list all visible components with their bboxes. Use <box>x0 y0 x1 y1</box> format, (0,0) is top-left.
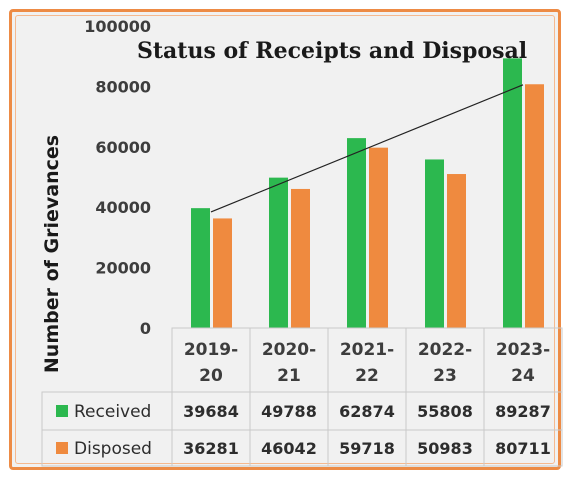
bar-received-2022-23 <box>425 159 444 328</box>
bar-disposed-2020-21 <box>291 188 310 328</box>
category-label: 22 <box>355 366 379 386</box>
y-tick-label: 60000 <box>95 138 151 157</box>
data-label: 36281 <box>183 439 239 458</box>
category-label: 20 <box>199 366 223 386</box>
chart-title: Status of Receipts and Disposal <box>137 38 527 64</box>
y-tick-label: 40000 <box>95 198 151 217</box>
table-cell <box>483 429 563 467</box>
legend-key-received <box>56 405 68 417</box>
legend-key-disposed <box>56 442 68 454</box>
trendline-received <box>210 84 524 213</box>
bar-received-2019-20 <box>191 208 210 328</box>
chart-frame-inner <box>15 15 555 464</box>
category-label: 21 <box>277 366 301 386</box>
bar-received-2023-24 <box>503 58 522 328</box>
bar-disposed-2022-23 <box>447 174 466 328</box>
y-axis: 0 20000 40000 60000 80000 100000 <box>84 17 151 338</box>
data-label: 46042 <box>261 439 317 458</box>
data-label: 55808 <box>417 402 473 421</box>
data-label: 89287 <box>495 402 551 421</box>
data-label: 59718 <box>339 439 395 458</box>
data-label: 80711 <box>495 439 551 458</box>
bar-disposed-2021-22 <box>369 147 388 328</box>
bar-received-2020-21 <box>269 177 288 328</box>
category-label: 2020- <box>262 340 316 360</box>
bar-disposed-2023-24 <box>525 84 544 328</box>
category-label: 23 <box>433 366 457 386</box>
data-label: 39684 <box>183 402 239 421</box>
category-label: 2022- <box>418 340 472 360</box>
y-tick-label: 80000 <box>95 77 151 96</box>
bars-layer <box>191 58 544 328</box>
data-label: 62874 <box>339 402 395 421</box>
y-tick-label: 0 <box>140 319 151 338</box>
category-label: 24 <box>511 366 535 386</box>
data-label: 50983 <box>417 439 473 458</box>
data-label: 49788 <box>261 402 317 421</box>
y-tick-label: 100000 <box>84 17 151 36</box>
bar-received-2021-22 <box>347 138 366 328</box>
data-table: 2019- 20 2020- 21 2021- 22 2022- 23 2023- 24 Recei… <box>41 327 563 467</box>
trend-layer <box>210 84 524 213</box>
category-label: 2023- <box>496 340 550 360</box>
y-tick-label: 20000 <box>95 259 151 278</box>
y-axis-label: Number of Grievances <box>41 135 63 373</box>
bar-disposed-2019-20 <box>213 218 232 328</box>
category-label: 2021- <box>340 340 394 360</box>
category-label: 2019- <box>184 340 238 360</box>
legend-label-received: Received <box>74 402 151 422</box>
legend-label-disposed: Disposed <box>74 439 152 459</box>
